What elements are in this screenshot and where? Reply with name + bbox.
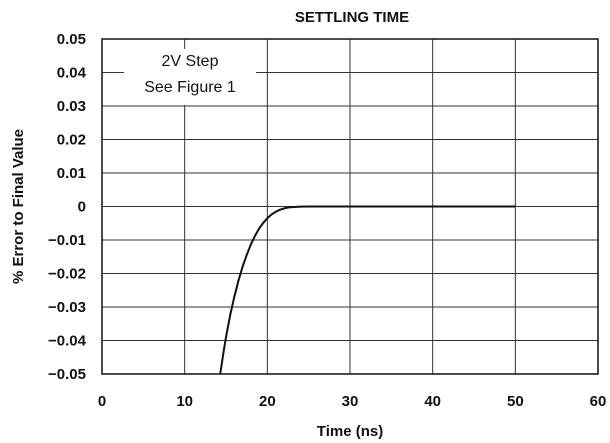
y-tick-labels: 0.05 0.04 0.03 0.02 0.01 0 −0.01 −0.02 −0.03 −0.0…: [48, 31, 87, 383]
y-tick-label: −0.05: [48, 366, 86, 383]
x-tick-label: 20: [259, 393, 276, 410]
x-tick-label: 40: [424, 393, 441, 410]
x-tick-label: 0: [98, 393, 106, 410]
y-tick-label: 0.01: [57, 165, 86, 182]
x-tick-label: 60: [590, 393, 607, 410]
series-line: [219, 205, 516, 375]
y-tick-label: −0.04: [48, 333, 87, 350]
chart-title: SETTLING TIME: [295, 9, 409, 26]
y-tick-label: 0.04: [57, 65, 87, 82]
y-tick-label: 0.03: [57, 98, 86, 115]
annotation-box: [124, 49, 256, 105]
y-axis-label: % Error to Final Value: [10, 129, 27, 284]
y-tick-label: 0.05: [57, 31, 86, 48]
x-tick-labels: 0 10 20 30 40 50 60: [98, 393, 607, 410]
x-tick-label: 10: [176, 393, 193, 410]
y-tick-label: 0: [78, 199, 86, 216]
x-tick-label: 30: [342, 393, 359, 410]
x-axis-label: Time (ns): [317, 423, 383, 440]
annotation-step: 2V Step: [162, 53, 219, 70]
y-tick-label: 0.02: [57, 132, 86, 149]
y-tick-label: −0.02: [48, 266, 86, 283]
annotation-figure-ref: See Figure 1: [144, 79, 236, 96]
plot-frame: [101, 38, 599, 375]
x-tick-label: 50: [507, 393, 524, 410]
y-tick-label: −0.01: [48, 232, 86, 249]
y-tick-label: −0.03: [48, 299, 86, 316]
